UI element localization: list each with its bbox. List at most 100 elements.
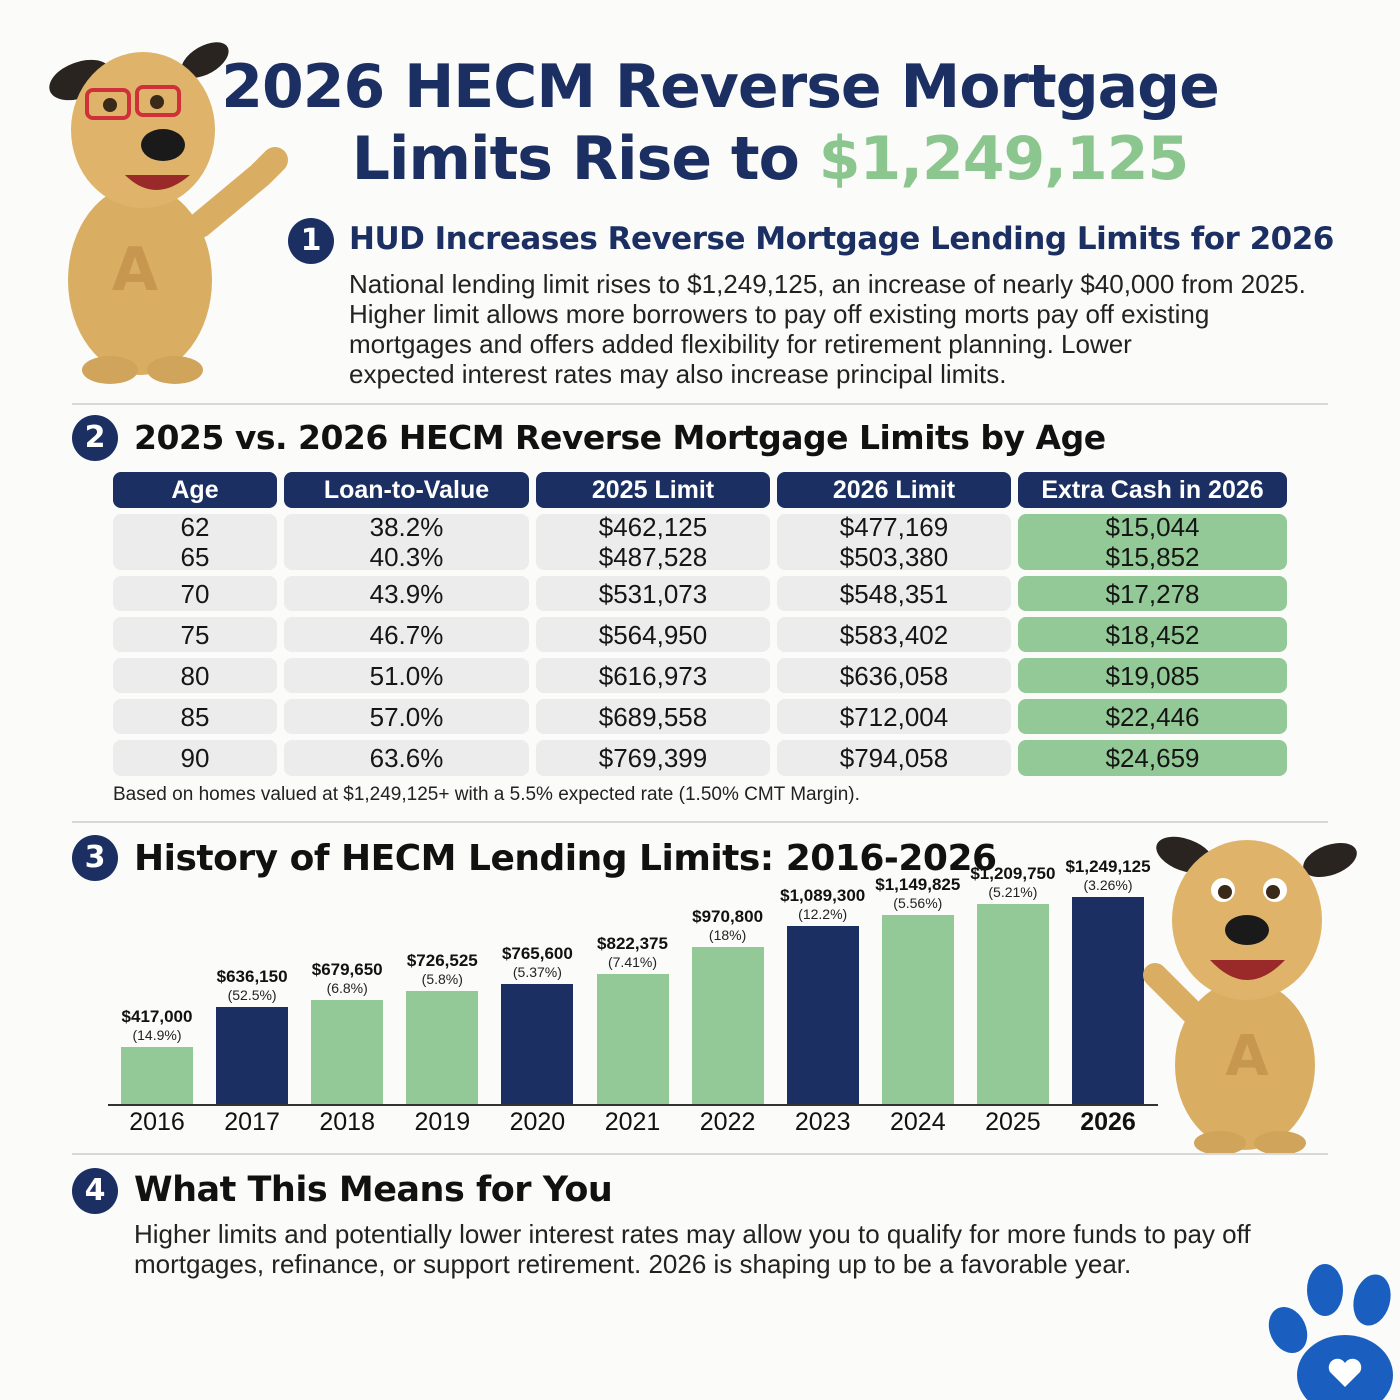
cell-value: $616,973 (598, 660, 708, 691)
body-line: National lending limit rises to $1,249,1… (349, 269, 1306, 299)
title-highlight-amount: $1,249,125 (818, 124, 1190, 194)
table-cell-age: 90 (113, 740, 277, 776)
column-header-age: Age (113, 472, 277, 508)
bar-value-label: $1,209,750 (970, 864, 1056, 884)
table-cell-limit-2026: $636,058 (777, 658, 1011, 693)
cell-value: $15,852 (1105, 542, 1200, 572)
table-cell-limit-2025: $462,125 $487,528 (536, 512, 770, 572)
bar-percent-label: (18%) (708, 927, 747, 944)
bar-percent-label: (7.41%) (607, 953, 658, 970)
cell-value: $18,452 (1105, 619, 1200, 650)
x-tick-label: 2018 (319, 1108, 375, 1136)
cell-value: $19,085 (1105, 660, 1200, 691)
cell-value: $794,058 (839, 743, 949, 773)
cell-value: 70 (180, 578, 210, 609)
table-cell-loan-to-value: 63.6% (284, 740, 529, 776)
cell-value: 40.3% (369, 542, 444, 572)
cell-value: $712,004 (839, 701, 949, 732)
cell-value: $22,446 (1105, 701, 1200, 732)
section-1-body: National lending limit rises to $1,249,1… (349, 269, 1306, 389)
chart-x-axis (108, 1104, 1158, 1106)
divider (72, 821, 1328, 823)
cell-value: $689,558 (598, 701, 708, 732)
table-cell-loan-to-value: 57.0% (284, 699, 529, 734)
bar-2026 (1072, 897, 1144, 1104)
body-line: mortgages and offers added flexibility f… (349, 329, 1132, 359)
table-cell-limit-2025: $689,558 (536, 699, 770, 734)
section-4-body: Higher limits and potentially lower inte… (134, 1219, 1251, 1279)
body-line: expected interest rates may also increas… (349, 359, 1007, 389)
section-1-number-badge: 1 (288, 218, 334, 264)
cell-value: $548,351 (839, 578, 949, 609)
x-tick-label: 2026 (1080, 1108, 1136, 1136)
x-tick-label: 2025 (985, 1108, 1041, 1136)
cell-value: 43.9% (369, 578, 444, 609)
bar-2025 (976, 904, 1049, 1104)
table-cell-limit-2025: $769,399 (536, 740, 770, 776)
cell-value: $636,058 (839, 660, 949, 691)
table-cell-extra-cash: $24,659 (1018, 740, 1287, 776)
section-1-heading: HUD Increases Reverse Mortgage Lending L… (349, 221, 1334, 257)
body-line: Higher limits and potentially lower inte… (134, 1219, 1251, 1249)
bar-2018 (311, 999, 384, 1104)
table-cell-limit-2025: $564,950 (536, 617, 770, 652)
table-cell-loan-to-value: 46.7% (284, 617, 529, 652)
x-tick-label: 2022 (699, 1108, 756, 1136)
bar-value-label: $1,249,125 (1065, 857, 1151, 876)
bar-percent-label: (52.5%) (227, 987, 277, 1004)
svg-text:A: A (1225, 1024, 1269, 1089)
cell-value: 90 (180, 743, 210, 773)
column-header-loan-to-value: Loan-to-Value (284, 472, 529, 508)
table-cell-loan-to-value: 51.0% (284, 658, 529, 693)
table-cell-limit-2026: $583,402 (777, 617, 1011, 652)
cell-value: $503,380 (839, 542, 949, 572)
page-title-line2: Limits Rise to $1,249,125 (230, 124, 1310, 194)
bar-value-label: $679,650 (311, 959, 383, 979)
bar-percent-label: (12.2%) (798, 905, 848, 922)
table-cell-limit-2026: $477,169 $503,380 (777, 512, 1011, 572)
bar-value-label: $822,375 (597, 933, 668, 953)
table-cell-extra-cash: $19,085 (1018, 658, 1287, 693)
table-cell-extra-cash: $18,452 (1018, 617, 1287, 652)
column-header-extra-cash: Extra Cash in 2026 (1018, 472, 1287, 508)
bar-2019 (406, 991, 479, 1104)
page-title-line1: 2026 HECM Reverse Mortgage (221, 52, 1220, 122)
section-3-heading: History of HECM Lending Limits: 2016-202… (134, 838, 997, 879)
table-cell-age: 75 (113, 617, 277, 652)
cell-value: 62 (180, 512, 210, 542)
cell-value: $487,528 (598, 542, 708, 572)
x-tick-label: 2016 (129, 1108, 185, 1136)
bar-2023 (786, 925, 859, 1104)
table-cell-age: 70 (113, 576, 277, 611)
cell-value: $769,399 (598, 743, 708, 773)
title-prefix: Limits Rise to (351, 124, 819, 194)
bar-percent-label: (3.26%) (1083, 877, 1133, 893)
bar-percent-label: (14.9%) (132, 1027, 182, 1043)
cell-value: $531,073 (598, 578, 708, 609)
table-cell-limit-2026: $548,351 (777, 576, 1011, 611)
x-tick-label: 2020 (509, 1108, 566, 1136)
table-footnote: Based on homes valued at $1,249,125+ wit… (113, 784, 860, 805)
cell-value: 57.0% (369, 701, 444, 732)
cell-value: $15,044 (1105, 512, 1200, 542)
bar-value-label: $970,800 (692, 907, 764, 927)
cell-value: 38.2% (369, 512, 444, 542)
table-cell-loan-to-value: 38.2% 40.3% (284, 512, 529, 572)
section-2-number-badge: 2 (72, 415, 118, 461)
cell-value: 65 (180, 542, 210, 572)
cell-value: 80 (180, 660, 210, 691)
bar-value-label: $1,149,825 (875, 874, 961, 894)
cell-value: $462,125 (598, 512, 708, 542)
bar-2024 (881, 914, 954, 1104)
cell-value: $17,278 (1105, 578, 1200, 609)
bar-percent-label: (5.21%) (988, 884, 1038, 901)
section-3-number-badge: 3 (72, 835, 118, 881)
x-tick-label: 2017 (224, 1108, 280, 1136)
bar-value-label: $1,089,300 (780, 885, 866, 905)
column-header-limit-2025: 2025 Limit (536, 472, 770, 508)
section-4-heading: What This Means for You (134, 1170, 613, 1210)
cell-value: $24,659 (1105, 743, 1200, 773)
bar-2017 (216, 1007, 289, 1104)
x-tick-label: 2023 (794, 1108, 851, 1136)
cell-value: $477,169 (839, 512, 949, 542)
